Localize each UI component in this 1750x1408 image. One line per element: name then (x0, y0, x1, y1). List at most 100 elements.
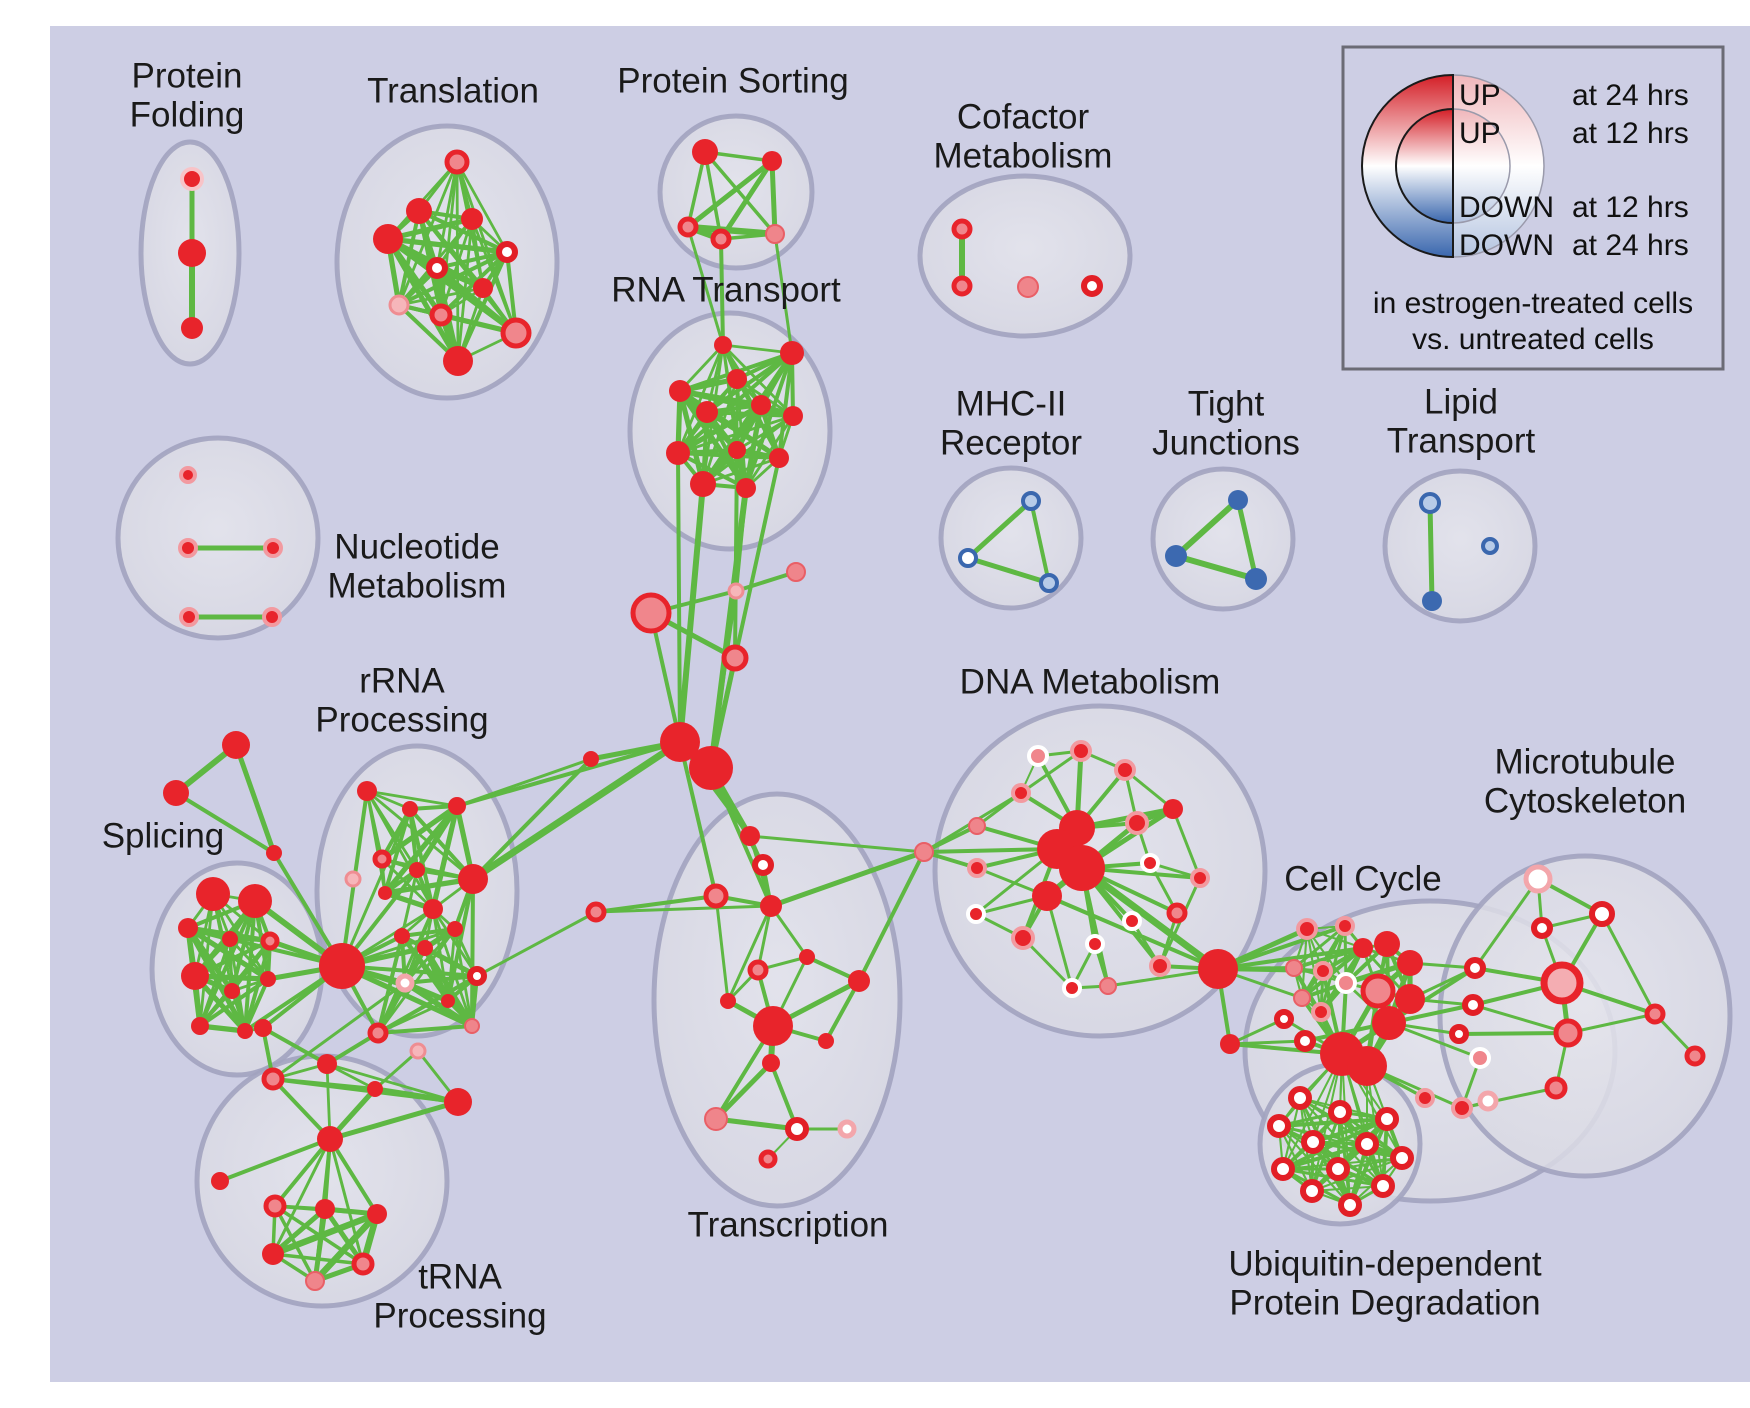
node-mh1 (1021, 491, 1041, 511)
node-g2 (727, 582, 745, 600)
cluster-label-mhc-ii-receptor: Receptor (940, 423, 1082, 462)
node-u10 (1300, 1179, 1324, 1203)
edge-g2-h2 (709, 589, 738, 770)
cluster-label-transcription: Transcription (688, 1205, 889, 1244)
edge-rt7-rt8 (676, 414, 795, 455)
edge-tj2-tj3 (1173, 553, 1259, 582)
edge-c15-B1 (1387, 966, 1477, 1025)
node-g4 (721, 644, 749, 672)
cluster-label-cofactor-metabolism: Cofactor (957, 97, 1090, 136)
node-u12 (1338, 1193, 1362, 1217)
node-r12 (447, 921, 463, 937)
node-r1 (357, 781, 377, 801)
edge-x8-x11 (824, 979, 861, 1043)
node-d20 (1062, 978, 1082, 998)
node-ps3 (677, 216, 699, 238)
edge-m6-m7 (1566, 1012, 1657, 1035)
node-ps1 (692, 139, 718, 165)
edge-ps3-ps5 (684, 223, 779, 238)
node-u7 (1390, 1146, 1414, 1170)
node-B2 (1462, 994, 1484, 1016)
cluster-label-protein-folding: Protein (132, 56, 243, 95)
edge-t3-t5 (372, 1086, 461, 1105)
node-mh2 (958, 548, 978, 568)
node-rt11 (690, 471, 716, 497)
node-d6 (1163, 799, 1183, 819)
node-r6 (409, 862, 425, 878)
node-t5 (444, 1088, 472, 1116)
edge-th-b1 (273, 1137, 332, 1208)
edge-d13-db (1045, 894, 1220, 971)
edge-mh2-mh3 (965, 555, 1052, 586)
node-r13 (467, 966, 487, 986)
node-d12 (1059, 845, 1105, 891)
node-tj1 (1228, 490, 1248, 510)
node-d14 (1190, 868, 1210, 888)
edge-x8-dc1 (857, 850, 926, 983)
node-m10 (1684, 1045, 1706, 1067)
node-ps4 (710, 228, 732, 250)
node-rt1 (714, 336, 732, 354)
edge-x3-x9 (714, 894, 730, 1003)
edge-ps4-rt1 (719, 237, 725, 347)
node-rt4 (727, 369, 747, 389)
node-u4 (1267, 1114, 1291, 1138)
node-hub0 (319, 943, 365, 989)
edge-ps2-ps5 (769, 158, 778, 237)
node-x14 (785, 1117, 809, 1141)
edge-d6-d14 (1171, 807, 1202, 880)
node-r2 (402, 801, 418, 817)
edge-x5-dc1 (768, 849, 927, 909)
edge-tl6-tl10 (434, 265, 519, 336)
cluster-label-cell-cycle: Cell Cycle (1284, 859, 1442, 898)
node-tl11 (443, 346, 473, 376)
edge-c16-u12 (1341, 1053, 1351, 1206)
node-nm4 (179, 607, 199, 627)
edge-m11-c19 (1460, 1086, 1558, 1110)
edge-c17-u11 (1366, 1065, 1384, 1187)
node-c1 (1296, 918, 1318, 940)
edge-x13-x14 (713, 1116, 800, 1132)
cluster-label-cofactor-metabolism: Metabolism (934, 136, 1113, 175)
edge-g2-g3 (734, 570, 798, 593)
node-g5 (583, 751, 599, 767)
node-c8 (1335, 972, 1357, 994)
edge-m2-m6 (1600, 912, 1657, 1016)
node-c21 (1469, 1047, 1491, 1069)
node-d13 (1032, 881, 1062, 911)
node-m1 (1523, 864, 1553, 894)
node-pf2 (178, 239, 206, 267)
edge-r17-hub0 (339, 963, 475, 1029)
node-cf3 (1017, 276, 1039, 298)
node-d8 (967, 858, 987, 878)
cluster-label-rrna-processing: rRNA (359, 661, 445, 700)
node-mh3 (1039, 573, 1059, 593)
node-th (317, 1126, 343, 1152)
node-tg2 (163, 780, 189, 806)
node-tl10 (500, 317, 532, 349)
node-tg3 (266, 845, 282, 861)
node-d1 (1027, 745, 1049, 767)
edge-r10-r12 (400, 927, 457, 938)
node-t4 (409, 1042, 427, 1060)
edge-tl2-tl8 (397, 209, 421, 307)
node-d21 (1099, 977, 1117, 995)
edge-lp1-lp2 (1427, 500, 1435, 604)
node-c15 (1372, 1006, 1406, 1040)
node-b5 (351, 1252, 375, 1276)
node-c12 (1311, 1002, 1331, 1022)
edge-u6-u8 (1281, 1142, 1369, 1171)
node-r4 (372, 849, 392, 869)
node-sp5 (260, 931, 280, 951)
node-nm3 (263, 538, 283, 558)
edge-r15-r16 (376, 999, 450, 1035)
node-rt9 (728, 441, 746, 459)
edge-sp8-sp10 (243, 977, 270, 1033)
edge-rt6-rt8 (675, 402, 764, 456)
node-b1 (263, 1194, 287, 1218)
cluster-cofactor-metabolism (917, 173, 1133, 339)
edge-sp2-sp9 (198, 899, 257, 1028)
edge-u3-u4 (1277, 1117, 1389, 1128)
